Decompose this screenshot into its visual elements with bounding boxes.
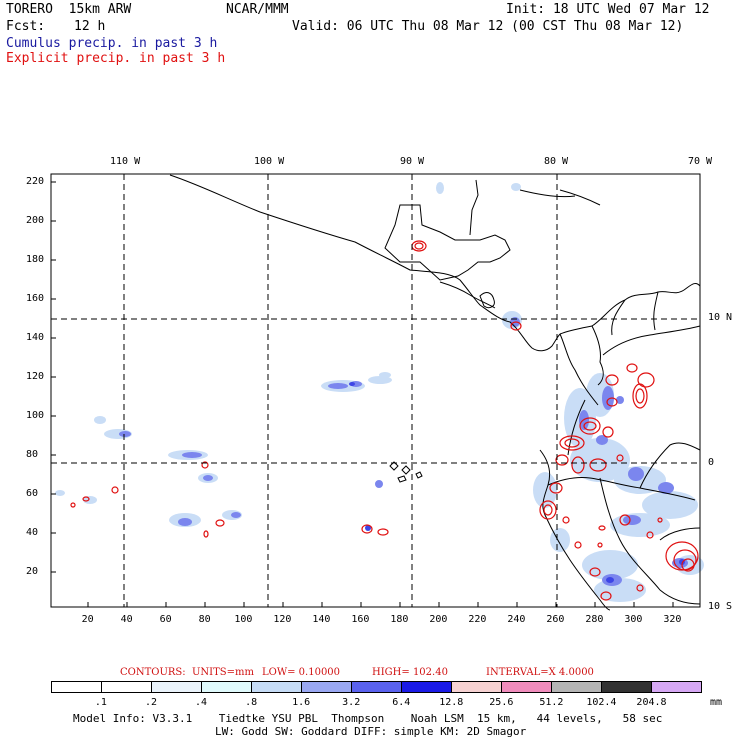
colorbar-segment: [652, 682, 701, 692]
x-tick-label: 240: [507, 614, 526, 625]
y-tick-label: 180: [26, 254, 45, 265]
lon-label-80w: 80 W: [544, 156, 569, 167]
colorbar-label: .1: [94, 697, 107, 708]
x-tick-label: 220: [468, 614, 487, 625]
x-tick-label: 20: [81, 614, 94, 625]
contours-interval: INTERVAL=X 4.0000: [486, 667, 594, 678]
forecast-label: Fcst:: [6, 19, 46, 34]
lon-label-70w: 70 W: [688, 156, 713, 167]
lat-label-10s: 10 S: [708, 601, 733, 612]
colorbar-label: .2: [144, 697, 157, 708]
colorbar-segment: [102, 682, 152, 692]
forecast-hours: 12 h: [74, 19, 106, 34]
x-tick-label: 300: [624, 614, 643, 625]
y-tick-label: 140: [26, 332, 45, 343]
x-tick-label: 320: [663, 614, 682, 625]
colorbar-segment: [302, 682, 352, 692]
explicit-precip-contours: [70, 240, 699, 601]
x-tick-label: 120: [273, 614, 292, 625]
colorbar-label: .8: [245, 697, 258, 708]
y-tick-label: 200: [26, 215, 45, 226]
contours-units: UNITS=mm: [192, 667, 254, 678]
contours-high: HIGH= 102.40: [372, 667, 448, 678]
colorbar-segment: [452, 682, 502, 692]
colorbar-label: 12.8: [439, 697, 464, 708]
colorbar-label: 3.2: [342, 697, 361, 708]
y-tick-label: 220: [26, 176, 45, 187]
y-tick-label: 120: [26, 371, 45, 382]
colorbar-segment: [352, 682, 402, 692]
colorbar-segment: [602, 682, 652, 692]
x-tick-label: 80: [198, 614, 211, 625]
explicit-legend: Explicit precip. in past 3 h: [6, 51, 226, 66]
x-tick-label: 180: [390, 614, 409, 625]
coastlines: [169, 174, 701, 611]
x-tick-label: 260: [546, 614, 565, 625]
y-tick-label: 20: [26, 566, 39, 577]
lon-label-90w: 90 W: [400, 156, 425, 167]
colorbar-segment: [502, 682, 552, 692]
contours-low: LOW= 0.10000: [262, 667, 341, 678]
x-tick-label: 140: [312, 614, 331, 625]
map-frame: [50, 173, 701, 608]
x-tick-label: 280: [585, 614, 604, 625]
x-tick-label: 60: [159, 614, 172, 625]
colorbar-segment: [552, 682, 602, 692]
colorbar-label: 1.6: [292, 697, 311, 708]
lon-label-110w: 110 W: [110, 156, 141, 167]
lat-label-0: 0: [708, 457, 715, 468]
x-tick-label: 160: [351, 614, 370, 625]
lon-label-100w: 100 W: [254, 156, 285, 167]
colorbar-segment: [52, 682, 102, 692]
colorbar-label: 204.8: [636, 697, 667, 708]
colorbar-segment: [202, 682, 252, 692]
colorbar-label: .4: [195, 697, 208, 708]
y-tick-label: 80: [26, 449, 39, 460]
colorbar-unit: mm: [710, 697, 723, 708]
contours-label: CONTOURS:: [120, 667, 186, 678]
x-tick-label: 200: [429, 614, 448, 625]
colorbar-label: 102.4: [586, 697, 617, 708]
x-tick-label: 100: [234, 614, 253, 625]
init-time: Init: 18 UTC Wed 07 Mar 12: [506, 2, 710, 17]
valid-time: Valid: 06 UTC Thu 08 Mar 12 (00 CST Thu …: [292, 19, 684, 34]
colorbar-segment: [152, 682, 202, 692]
y-tick-label: 40: [26, 527, 39, 538]
org-label: NCAR/MMM: [226, 2, 289, 17]
cumulus-precip-areas: [55, 182, 704, 602]
model-info-line: Model Info: V3.3.1 Tiedtke YSU PBL Thomp…: [73, 712, 663, 725]
colorbar-label: 6.4: [392, 697, 411, 708]
physics-info-line: LW: Godd SW: Goddard DIFF: simple KM: 2D…: [215, 725, 527, 738]
y-tick-label: 60: [26, 488, 39, 499]
cumulus-legend: Cumulus precip. in past 3 h: [6, 36, 218, 51]
colorbar-segment: [252, 682, 302, 692]
model-title: TORERO 15km ARW: [6, 2, 132, 17]
lat-label-10n: 10 N: [708, 312, 733, 323]
colorbar-segment: [402, 682, 452, 692]
x-tick-label: 40: [120, 614, 133, 625]
colorbar-label: 51.2: [539, 697, 564, 708]
y-tick-label: 160: [26, 293, 45, 304]
y-tick-label: 100: [26, 410, 45, 421]
graticule: [51, 174, 700, 607]
colorbar-label: 25.6: [489, 697, 514, 708]
precip-colorbar: [51, 681, 702, 693]
